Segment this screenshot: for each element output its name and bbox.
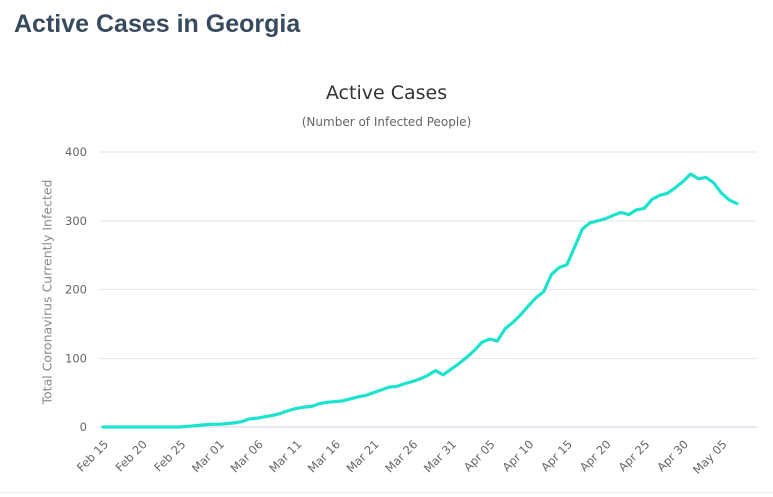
bottom-divider (0, 492, 773, 493)
chart-title: Active Cases (325, 82, 448, 104)
x-tick-label: Feb 25 (151, 437, 188, 474)
y-tick-label: 300 (65, 214, 87, 228)
x-tick-label: Mar 26 (382, 437, 420, 475)
x-tick-label: Apr 05 (461, 437, 498, 474)
page-title: Active Cases in Georgia (14, 10, 301, 38)
x-tick-label: Apr 20 (577, 437, 614, 474)
x-tick-label: Mar 16 (305, 437, 343, 475)
x-tick-label: Apr 30 (654, 437, 691, 474)
active-cases-chart: Active Cases (Number of Infected People)… (0, 77, 773, 497)
x-tick-label: Mar 01 (189, 437, 227, 475)
x-tick-label: Apr 15 (538, 437, 575, 474)
y-tick-label: 200 (65, 283, 87, 297)
x-tick-label: Feb 20 (113, 437, 150, 474)
x-tick-label: Mar 11 (266, 437, 304, 475)
y-tick-label: 100 (65, 351, 87, 365)
x-tick-label: Apr 25 (615, 437, 652, 474)
y-tick-label: 400 (65, 145, 87, 159)
x-tick-label: May 05 (690, 437, 730, 477)
x-tick-label: Mar 31 (421, 437, 459, 475)
x-tick-label: Feb 15 (74, 437, 111, 474)
x-tick-label: Mar 06 (228, 437, 266, 475)
y-tick-label: 0 (80, 420, 87, 434)
active-cases-line (101, 172, 739, 429)
x-tick-label: Apr 10 (499, 437, 536, 474)
chart-subtitle: (Number of Infected People) (301, 115, 472, 129)
x-tick-label: Mar 21 (344, 437, 382, 475)
